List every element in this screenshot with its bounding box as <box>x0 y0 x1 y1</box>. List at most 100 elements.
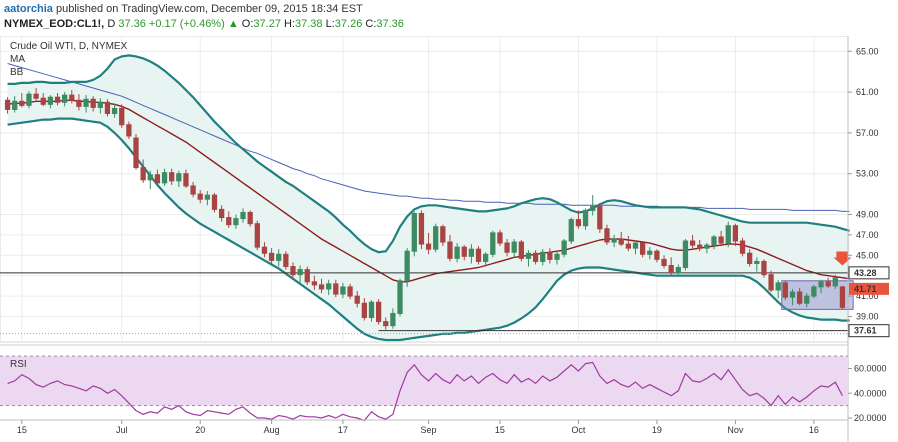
legend-rsi: RSI <box>10 359 27 370</box>
price-tick-label: 57.00 <box>856 128 879 138</box>
candle-up <box>176 173 182 182</box>
candle-down <box>825 281 831 287</box>
level-price-label: 37.61 <box>854 326 877 336</box>
up-arrow-icon: ▲ <box>227 18 239 30</box>
price-tick-label: 61.00 <box>856 87 879 97</box>
candle-down <box>247 211 253 225</box>
price-tick-label: 41.00 <box>856 291 879 301</box>
candle-down <box>768 274 774 291</box>
price-tick-label: 47.00 <box>856 230 879 240</box>
candle-down <box>140 167 146 181</box>
level-price-label: 43.28 <box>854 268 877 278</box>
high-value: 37.38 <box>295 18 323 30</box>
chart-title: Crude Oil WTI, D, NYMEX <box>10 41 128 52</box>
candle-down <box>169 172 175 182</box>
candle-down <box>4 99 11 110</box>
rsi-band <box>0 356 848 406</box>
candle-down <box>19 100 25 106</box>
open-label: O: <box>241 18 254 30</box>
candle-down <box>654 250 660 260</box>
candle-up <box>62 94 68 103</box>
candle-down <box>418 212 425 245</box>
candle-down <box>796 291 803 304</box>
time-tick-label: 17 <box>338 425 348 435</box>
quote-line: NYMEX_EOD:CL1!, D 37.36 +0.17 (+0.46%) ▲… <box>4 18 404 30</box>
candle-up <box>682 240 689 269</box>
time-tick-label: 15 <box>17 425 27 435</box>
bollinger-upper-line <box>7 54 850 254</box>
candle-down <box>361 302 367 319</box>
candle-up <box>554 253 560 260</box>
rsi-line <box>7 361 843 422</box>
close-value: 37.36 <box>376 18 404 30</box>
candle-down <box>383 321 389 327</box>
candle-up <box>525 252 532 259</box>
candle-down <box>104 101 111 115</box>
candle-up <box>804 295 810 304</box>
candle-down <box>618 238 624 245</box>
candle-down <box>76 99 82 107</box>
candle-down <box>304 269 310 283</box>
time-tick-label: Aug <box>264 425 280 435</box>
candle-up <box>411 212 417 252</box>
current-price-tag <box>849 282 889 295</box>
candle-down <box>375 301 382 323</box>
candle-up <box>483 253 489 262</box>
candle-down <box>639 242 646 255</box>
candle-down <box>497 232 503 244</box>
rsi-tick-label: 60.0000 <box>854 364 887 374</box>
price-tick-label: 53.00 <box>856 169 879 179</box>
time-axis[interactable]: 15 Jul 20 Aug 17 Sep 15 Oct 19 Nov 16 <box>0 419 848 435</box>
candle-up <box>97 101 103 108</box>
candle-down <box>547 251 553 260</box>
candle-up <box>818 281 824 288</box>
candle-down <box>689 240 696 246</box>
candle-down <box>718 236 724 244</box>
rsi-tick-label: 40.0000 <box>854 388 887 398</box>
candle-up <box>454 246 460 259</box>
candle-up <box>147 174 153 181</box>
level-price-box <box>848 266 890 280</box>
time-tick-label: Oct <box>571 425 586 435</box>
current-price-label: 41.71 <box>854 284 877 294</box>
level-price-box <box>848 324 890 338</box>
candle-down <box>126 124 132 137</box>
candle-down <box>354 295 360 304</box>
candle-up <box>161 172 168 184</box>
candle-down <box>839 286 846 308</box>
candle-up <box>561 240 567 255</box>
candle-up <box>775 282 781 291</box>
candle-down <box>54 96 61 103</box>
candle-up <box>568 219 574 242</box>
candle-up <box>368 301 375 319</box>
candle-up <box>611 238 617 243</box>
legend-ma: MA <box>10 54 25 65</box>
time-tick-label: 16 <box>809 425 819 435</box>
candle-down <box>597 205 603 230</box>
candle-down <box>197 193 203 200</box>
price-chart[interactable]: 65.0061.0057.0053.0049.0047.0045.0043.00… <box>0 36 898 442</box>
price-tick-label: 65.00 <box>856 46 879 56</box>
candle-down <box>425 243 432 250</box>
candle-up <box>540 251 546 262</box>
candle-up <box>404 250 410 282</box>
candle-down <box>268 252 275 261</box>
candle-down <box>211 194 218 210</box>
candle-up <box>590 205 596 211</box>
publish-text: published on TradingView.com, December 0… <box>55 3 363 15</box>
author-name[interactable]: aatorchia <box>4 3 53 15</box>
candle-down <box>532 252 539 262</box>
interval: D <box>107 18 116 30</box>
time-tick-label: 19 <box>652 425 662 435</box>
time-tick-label: 20 <box>195 425 205 435</box>
down-arrow-icon <box>833 251 852 266</box>
candle-up <box>111 107 118 115</box>
candle-up <box>754 260 760 264</box>
time-tick-label: Nov <box>727 425 744 435</box>
candle-up <box>47 96 54 105</box>
candle-down <box>33 93 39 99</box>
candle-down <box>625 243 632 249</box>
candle-down <box>254 223 260 248</box>
candle-up <box>390 312 396 327</box>
publish-info: aatorchia published on TradingView.com, … <box>4 3 363 15</box>
